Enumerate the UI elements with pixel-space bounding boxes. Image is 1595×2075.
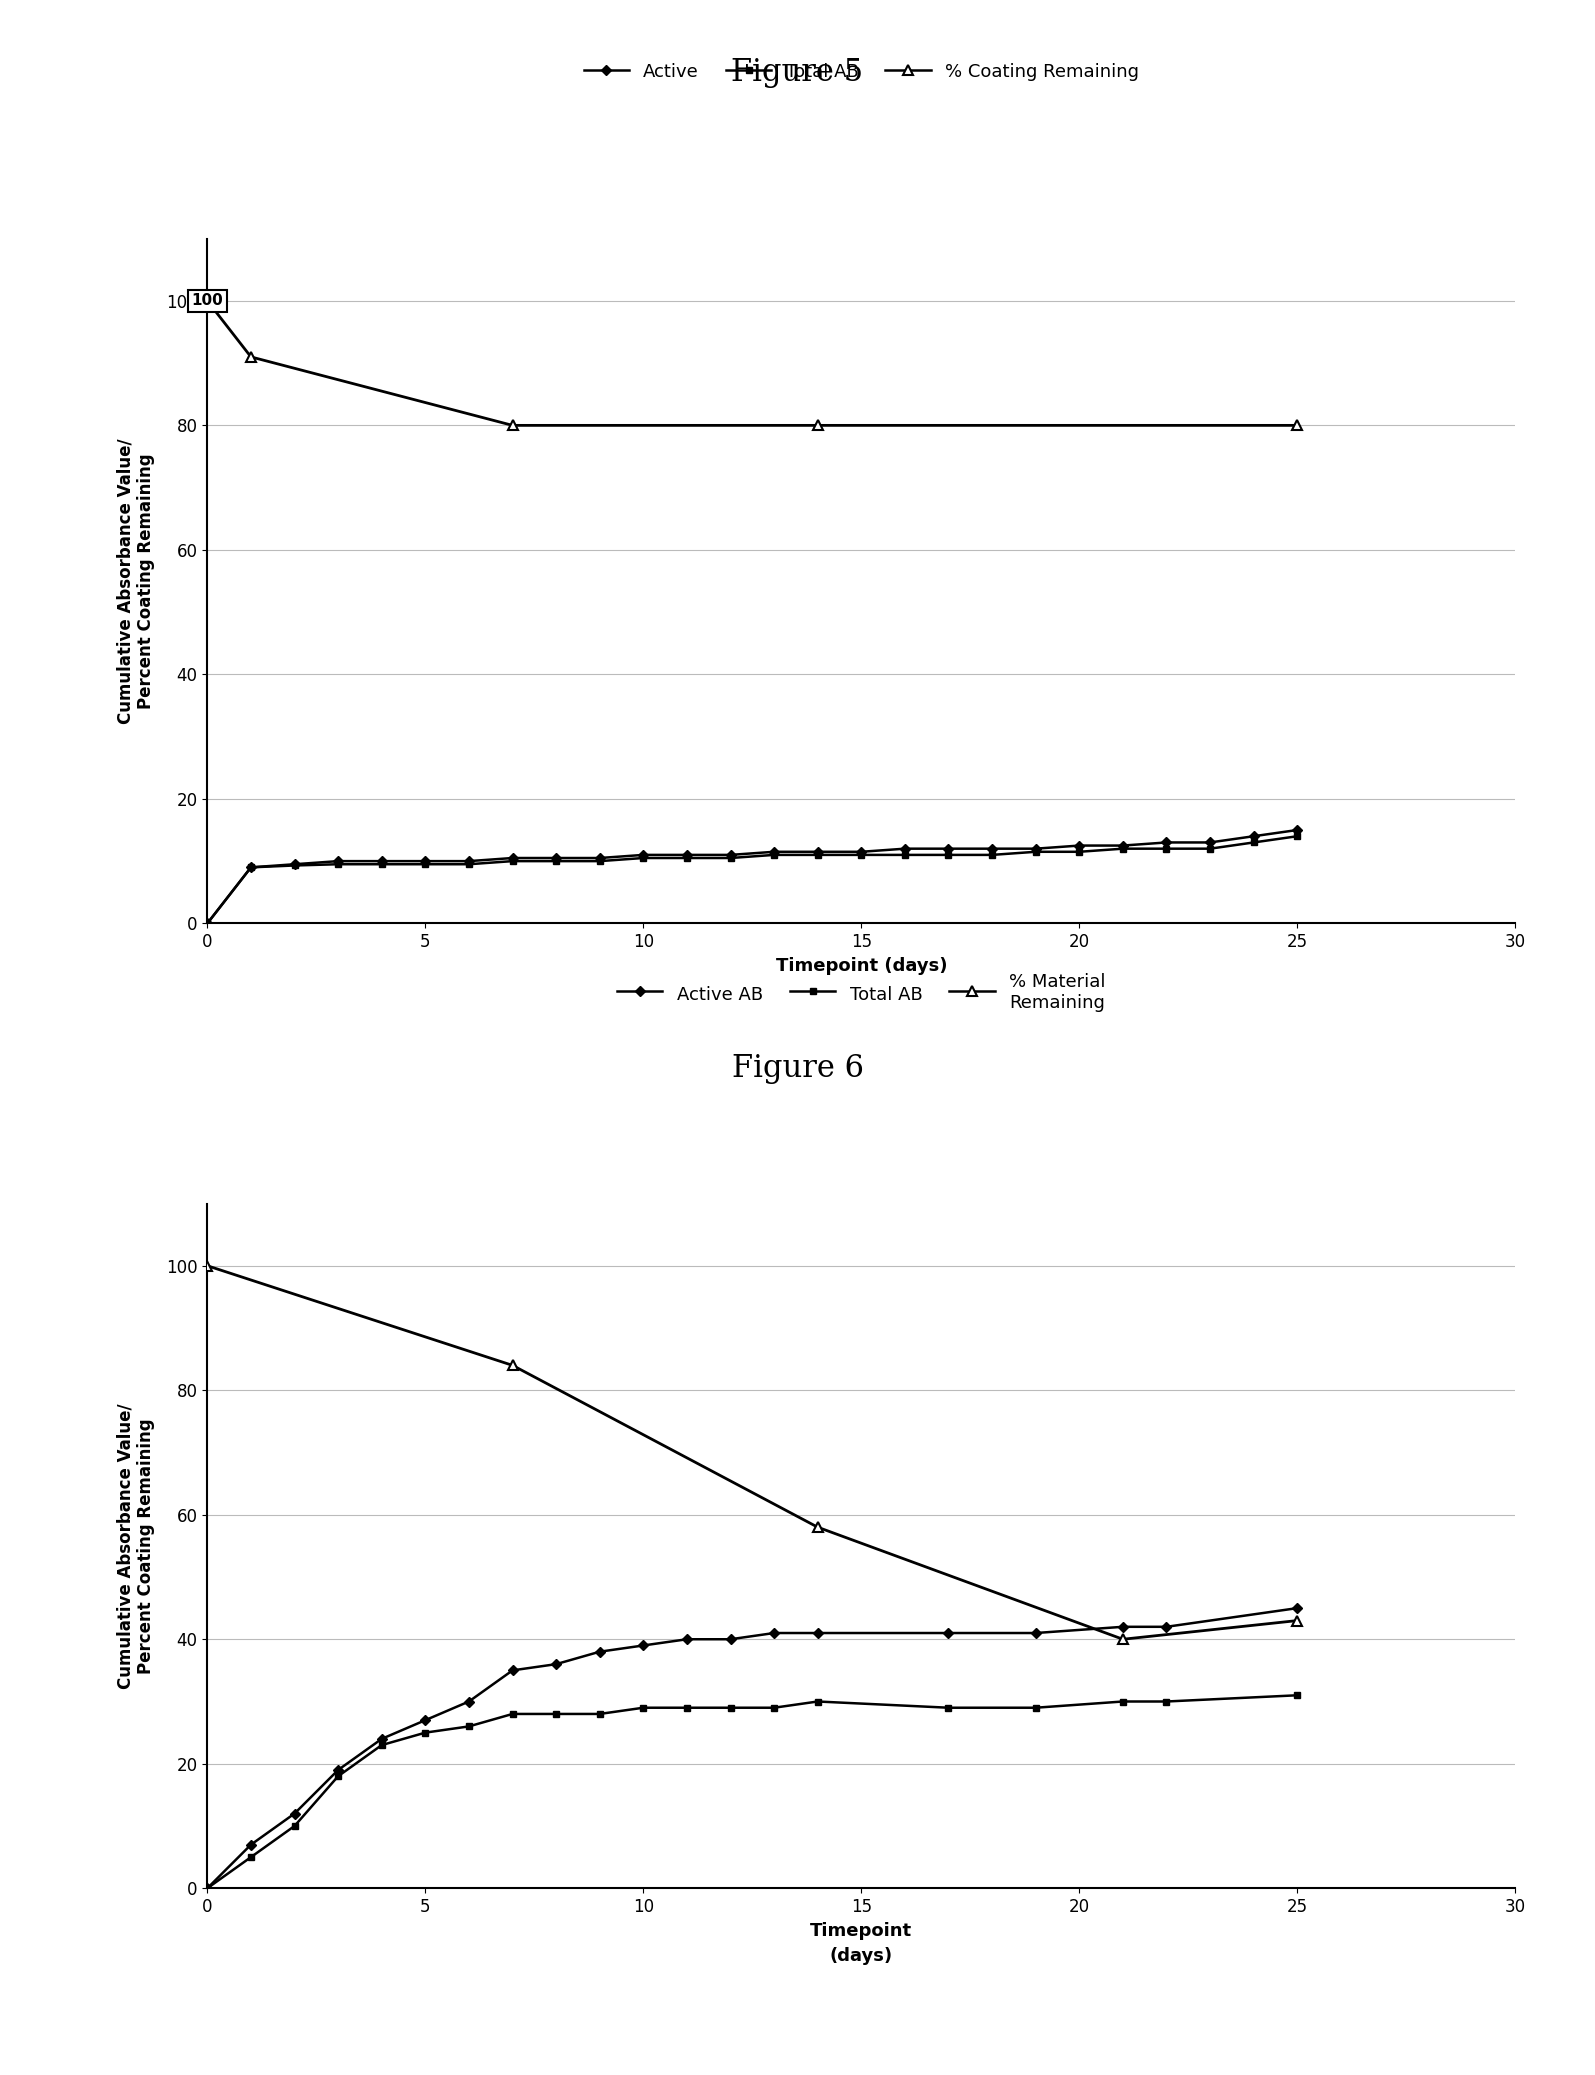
Text: Figure 6: Figure 6 [732,1054,863,1083]
X-axis label: Timepoint
(days): Timepoint (days) [810,1921,912,1965]
Y-axis label: Cumulative Absorbance Value/
Percent Coating Remaining: Cumulative Absorbance Value/ Percent Coa… [116,438,155,724]
Text: 100: 100 [191,293,223,309]
Y-axis label: Cumulative Absorbance Value/
Percent Coating Remaining: Cumulative Absorbance Value/ Percent Coa… [116,1403,155,1689]
Legend: Active AB, Total AB, % Material
Remaining: Active AB, Total AB, % Material Remainin… [609,967,1113,1019]
X-axis label: Timepoint (days): Timepoint (days) [775,957,947,975]
Legend: Active, Total AB, % Coating Remaining: Active, Total AB, % Coating Remaining [576,56,1147,89]
Text: Figure 5: Figure 5 [732,58,863,87]
